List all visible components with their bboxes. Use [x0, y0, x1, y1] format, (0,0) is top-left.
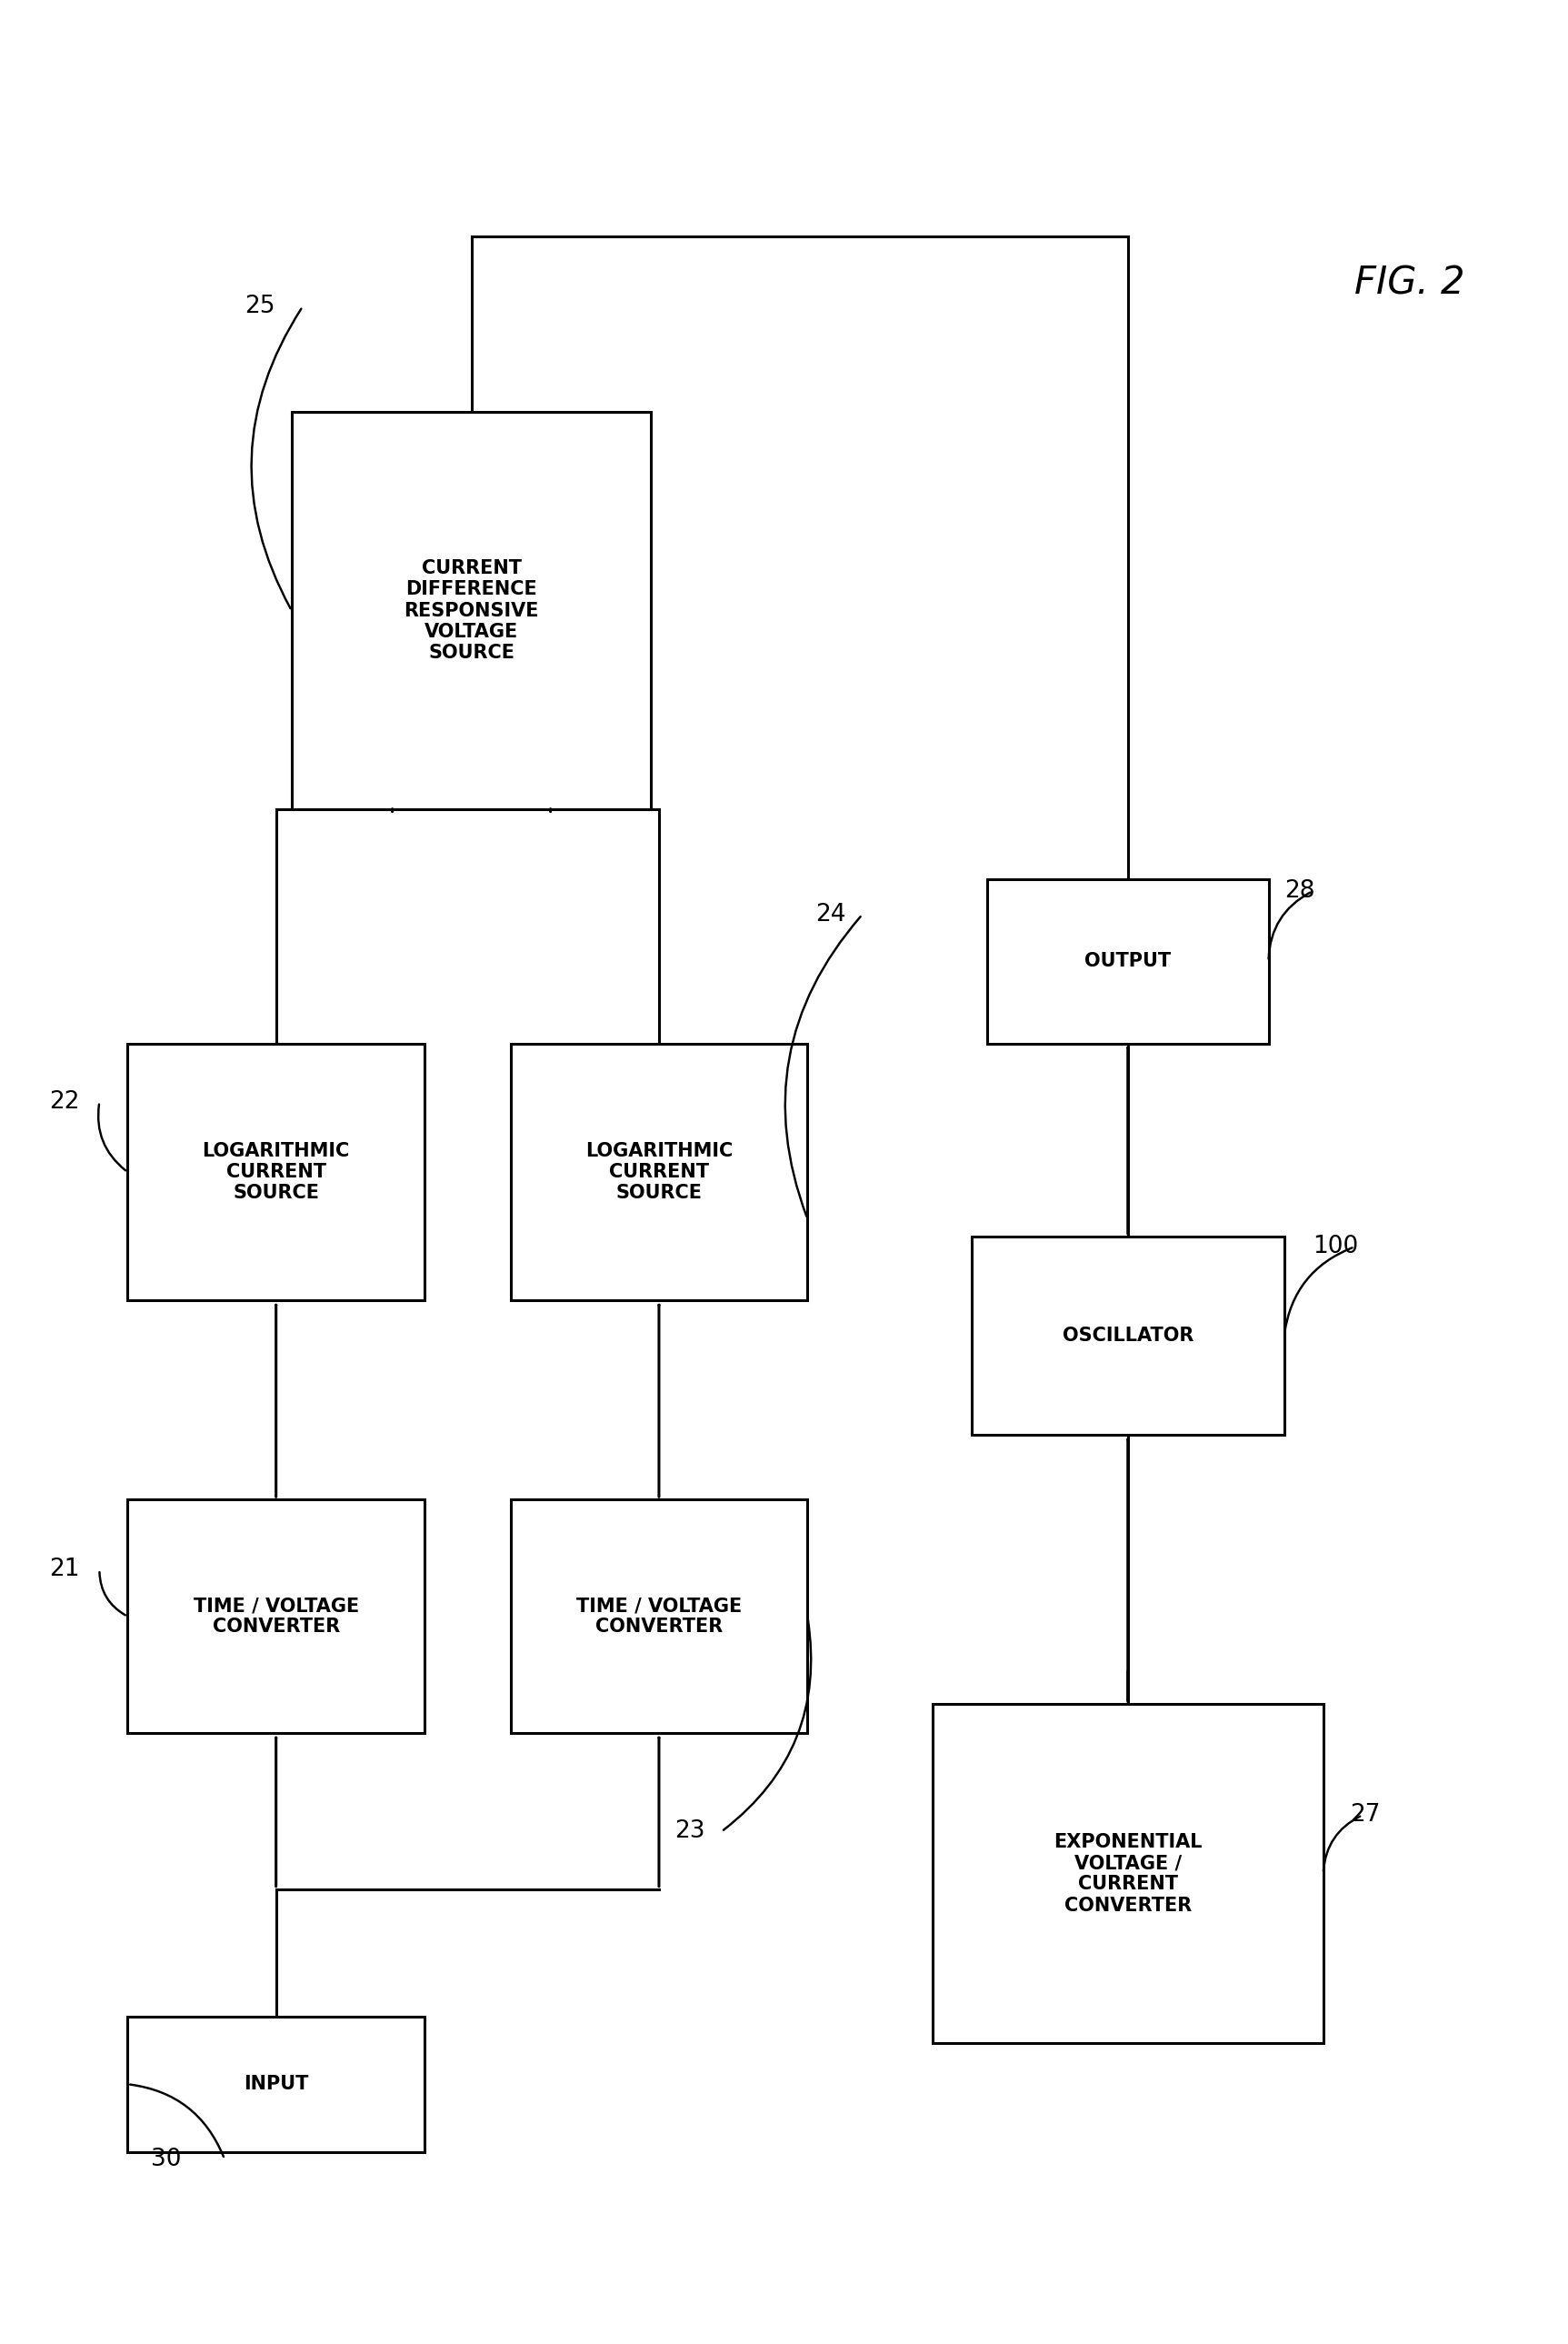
Text: 23: 23	[674, 1819, 706, 1842]
Bar	[511, 1043, 808, 1301]
Text: FIG. 2: FIG. 2	[1353, 265, 1465, 302]
Bar	[933, 1704, 1323, 2044]
Text: 27: 27	[1350, 1803, 1380, 1826]
Text: 30: 30	[151, 2147, 182, 2171]
Text: LOGARITHMIC
CURRENT
SOURCE: LOGARITHMIC CURRENT SOURCE	[585, 1142, 732, 1202]
Text: CURRENT
DIFFERENCE
RESPONSIVE
VOLTAGE
SOURCE: CURRENT DIFFERENCE RESPONSIVE VOLTAGE SO…	[405, 560, 539, 661]
Bar	[292, 413, 651, 809]
Bar	[127, 1043, 425, 1301]
Text: EXPONENTIAL
VOLTAGE /
CURRENT
CONVERTER: EXPONENTIAL VOLTAGE / CURRENT CONVERTER	[1054, 1833, 1203, 1915]
Bar	[511, 1500, 808, 1732]
Text: 100: 100	[1312, 1235, 1358, 1259]
Text: 25: 25	[245, 295, 276, 319]
Bar	[127, 2016, 425, 2152]
Text: LOGARITHMIC
CURRENT
SOURCE: LOGARITHMIC CURRENT SOURCE	[202, 1142, 350, 1202]
Bar	[972, 1235, 1284, 1435]
Bar	[127, 1500, 425, 1732]
Text: OSCILLATOR: OSCILLATOR	[1062, 1327, 1193, 1345]
Text: 28: 28	[1284, 879, 1314, 902]
Text: TIME / VOLTAGE
CONVERTER: TIME / VOLTAGE CONVERTER	[193, 1596, 359, 1636]
Text: 21: 21	[50, 1559, 80, 1582]
Text: 24: 24	[815, 902, 845, 926]
Text: OUTPUT: OUTPUT	[1085, 952, 1171, 970]
Text: TIME / VOLTAGE
CONVERTER: TIME / VOLTAGE CONVERTER	[575, 1596, 742, 1636]
Bar	[988, 879, 1269, 1043]
Text: INPUT: INPUT	[243, 2074, 309, 2093]
Text: 22: 22	[50, 1090, 80, 1113]
